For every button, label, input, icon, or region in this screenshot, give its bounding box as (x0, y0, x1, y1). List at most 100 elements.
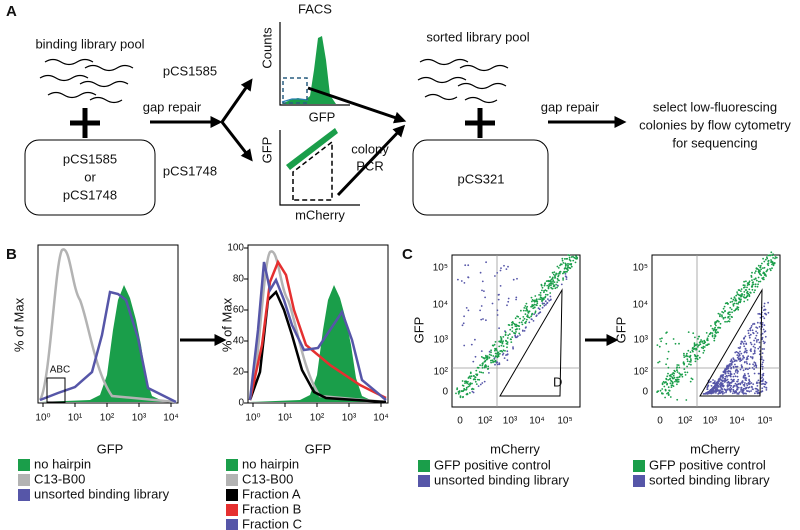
dot (700, 346, 703, 349)
dot (744, 340, 746, 343)
dot (757, 276, 760, 279)
dot (730, 384, 733, 387)
dot (560, 283, 563, 286)
dot (748, 280, 751, 283)
dot (754, 283, 757, 286)
dot (740, 340, 743, 343)
dot (480, 350, 483, 352)
dot (498, 345, 501, 348)
dot (695, 344, 697, 346)
dot (766, 269, 768, 272)
dot (761, 380, 763, 383)
dot (666, 331, 668, 334)
dot (668, 374, 671, 377)
dot (502, 336, 505, 338)
dot (501, 341, 504, 344)
dot (755, 279, 758, 282)
dot (743, 284, 746, 287)
dot (716, 331, 719, 333)
dot (555, 273, 557, 276)
dot (549, 279, 552, 282)
dot (686, 358, 689, 361)
dot (480, 318, 483, 321)
dot (664, 388, 667, 391)
dot (754, 272, 756, 274)
dot (485, 319, 487, 322)
dot (730, 373, 733, 376)
dot (717, 326, 720, 329)
dot (763, 274, 766, 276)
dot (479, 309, 481, 312)
dot (721, 377, 724, 379)
dot (502, 349, 505, 352)
dot (750, 276, 753, 278)
legend-label: no hairpin (242, 456, 299, 471)
dot (757, 264, 760, 267)
dot (478, 378, 481, 381)
dot (480, 305, 483, 307)
dot (705, 344, 708, 346)
dot (543, 302, 546, 305)
dot (689, 356, 692, 358)
dot (549, 276, 551, 278)
dot (469, 383, 472, 386)
dot (539, 296, 542, 299)
dot (733, 302, 736, 305)
dot (532, 307, 535, 310)
x-tick-label: 10⁰ (245, 413, 260, 424)
dot (724, 379, 727, 381)
dot (758, 346, 761, 348)
dot (534, 310, 537, 313)
x-tick-label: 10⁴ (729, 416, 744, 427)
dot (471, 390, 474, 393)
x-tick-label: 10¹ (278, 413, 293, 424)
dot (774, 257, 776, 260)
dot (482, 356, 485, 359)
dot (747, 332, 750, 335)
dot (731, 311, 733, 314)
dot (490, 351, 492, 354)
dot (495, 361, 498, 364)
dot (738, 391, 741, 394)
dot (481, 364, 484, 367)
dot (523, 307, 526, 309)
dot (533, 299, 536, 302)
dot (751, 386, 753, 389)
dot (510, 341, 513, 343)
dot (747, 283, 750, 285)
dot (506, 341, 509, 344)
dot (752, 332, 755, 335)
dot (495, 349, 498, 352)
dot (485, 261, 487, 264)
dot (572, 255, 574, 258)
dot (726, 376, 728, 378)
dot (496, 352, 499, 355)
dot (677, 380, 680, 383)
dot (554, 287, 557, 290)
dot (517, 315, 520, 318)
dot (762, 267, 764, 269)
dot (729, 360, 732, 363)
dot (758, 341, 761, 344)
x-tick-label: 10⁵ (557, 416, 572, 427)
dot (694, 357, 697, 360)
dot (726, 386, 729, 388)
dot (771, 261, 774, 263)
dot (750, 325, 753, 327)
legend-swatch (226, 504, 238, 516)
legend-swatch (18, 474, 30, 486)
dot (723, 305, 726, 308)
dot (756, 385, 759, 387)
dot (745, 367, 747, 370)
dot (763, 305, 766, 308)
dot (761, 387, 764, 390)
dot (715, 324, 717, 327)
dot (767, 311, 770, 314)
dot (459, 395, 462, 398)
dot (524, 305, 527, 307)
dot (499, 341, 502, 344)
dot (536, 302, 539, 305)
dot (747, 386, 750, 389)
dot (519, 317, 521, 320)
dot (761, 323, 764, 326)
